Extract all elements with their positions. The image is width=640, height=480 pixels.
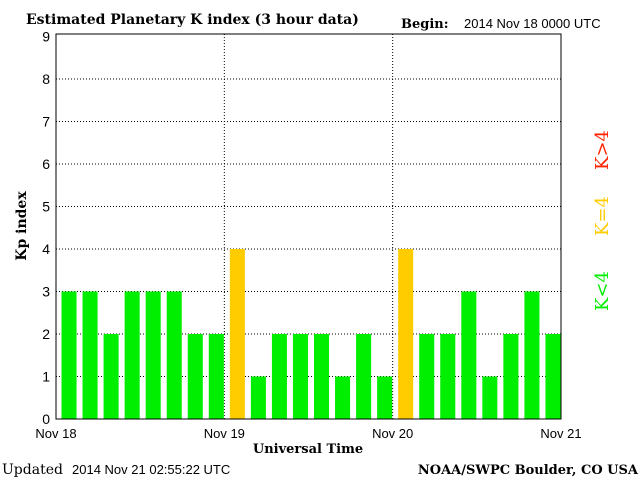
kp-bar: [166, 291, 182, 419]
y-tick-label: 7: [42, 114, 50, 130]
begin-label: Begin:: [401, 17, 449, 32]
kp-bar: [545, 334, 561, 419]
x-tick-labels: Nov 18 Nov 19 Nov 20 Nov 21: [35, 426, 581, 441]
y-tick-labels: 0 1 2 3 4 5 6 7 8 9: [42, 29, 50, 428]
x-tick-label: Nov 18: [35, 426, 76, 441]
legend-equal-4: K=4: [592, 196, 613, 236]
y-tick-label: 8: [42, 71, 50, 87]
y-tick-label: 0: [42, 411, 50, 427]
legend-above-4: K>4: [592, 130, 613, 170]
x-axis-label: Universal Time: [253, 442, 363, 457]
kp-bar: [419, 334, 435, 419]
kp-bar: [377, 376, 393, 419]
y-tick-label: 1: [42, 369, 50, 385]
kp-bar: [229, 249, 245, 419]
updated-label: Updated: [2, 462, 63, 478]
kp-bar: [482, 376, 498, 419]
y-tick-label: 9: [42, 29, 50, 45]
kp-bar: [356, 334, 372, 419]
grid-lines: [56, 34, 561, 419]
x-tick-label: Nov 20: [372, 426, 413, 441]
legend-below-4: K<4: [592, 271, 613, 311]
kp-bar: [292, 334, 308, 419]
kp-bar: [208, 334, 224, 419]
kp-bar: [187, 334, 203, 419]
kp-bar: [124, 291, 140, 419]
kp-bar: [250, 376, 266, 419]
kp-bar: [398, 249, 414, 419]
y-tick-label: 3: [42, 284, 50, 300]
kp-bar: [145, 291, 161, 419]
kp-bar: [503, 334, 519, 419]
kp-bar: [61, 291, 77, 419]
kp-bar: [103, 334, 119, 419]
kp-bar: [461, 291, 477, 419]
plot-frame: [55, 33, 562, 420]
source-credit: NOAA/SWPC Boulder, CO USA: [418, 463, 639, 478]
kp-bar: [335, 376, 351, 419]
kp-bar: [82, 291, 98, 419]
bars: [61, 249, 561, 419]
y-tick-label: 6: [42, 156, 50, 172]
chart-title: Estimated Planetary K index (3 hour data…: [26, 12, 359, 28]
kp-bar: [524, 291, 540, 419]
y-tick-label: 2: [42, 326, 50, 342]
x-tick-label: Nov 19: [204, 426, 245, 441]
kp-bar: [271, 334, 287, 419]
kp-bar: [440, 334, 456, 419]
updated-value: 2014 Nov 21 02:55:22 UTC: [72, 462, 230, 477]
y-tick-label: 5: [42, 199, 50, 215]
x-tick-label: Nov 21: [540, 426, 581, 441]
y-tick-label: 4: [42, 241, 50, 257]
kp-bar: [314, 334, 330, 419]
y-axis-label: Kp index: [14, 191, 30, 261]
begin-value: 2014 Nov 18 0000 UTC: [464, 16, 601, 31]
